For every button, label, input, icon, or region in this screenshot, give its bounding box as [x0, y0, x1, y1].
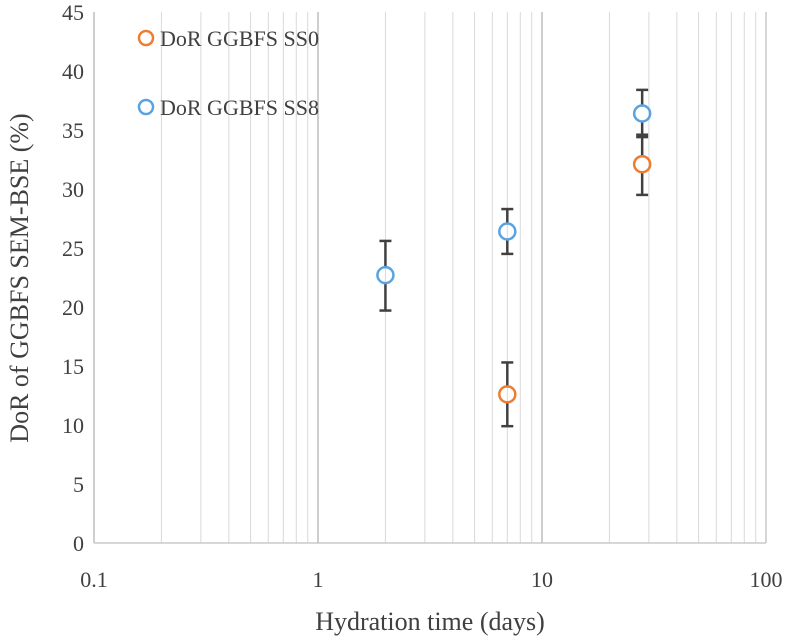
legend-label-ss8: DoR GGBFS SS8: [160, 95, 319, 120]
legend-marker-ss0: [137, 29, 155, 47]
data-point-series-1: [498, 222, 517, 241]
data-point-series-0: [498, 385, 517, 404]
x-tick-label: 1: [313, 567, 324, 592]
y-tick-label: 30: [62, 177, 84, 202]
axis-layer: [93, 12, 766, 544]
x-tick-label: 0.1: [80, 567, 108, 592]
error-bars: [379, 88, 649, 428]
tick-labels: 0 5 10 15 20 25 30 35 40 45 0.1 1 10 100: [62, 0, 783, 592]
y-axis-title: DoR of GGBFS SEM-BSE (%): [5, 113, 34, 442]
grid-layer: [93, 12, 767, 543]
y-tick-label: 25: [62, 236, 84, 261]
data-point-series-1: [376, 265, 395, 285]
data-point-series-1: [632, 104, 652, 123]
y-tick-label: 35: [62, 118, 84, 143]
x-axis-title: Hydration time (days): [315, 607, 545, 636]
y-tick-label: 5: [73, 472, 84, 497]
x-tick-label: 100: [750, 567, 783, 592]
data-point-series-0: [632, 154, 652, 174]
y-tick-label: 40: [62, 59, 84, 84]
data-points: [376, 104, 652, 404]
legend-marker-ss8: [137, 98, 155, 116]
y-tick-label: 45: [62, 0, 84, 25]
y-tick-label: 15: [62, 354, 84, 379]
legend: DoR GGBFS SS0 DoR GGBFS SS8: [137, 26, 319, 120]
y-tick-label: 20: [62, 295, 84, 320]
y-tick-label: 10: [62, 413, 84, 438]
x-tick-label: 10: [531, 567, 553, 592]
y-tick-label: 0: [73, 531, 84, 556]
legend-label-ss0: DoR GGBFS SS0: [160, 26, 319, 51]
legend-item-ss0: DoR GGBFS SS0: [137, 26, 319, 51]
legend-item-ss8: DoR GGBFS SS8: [137, 95, 319, 120]
